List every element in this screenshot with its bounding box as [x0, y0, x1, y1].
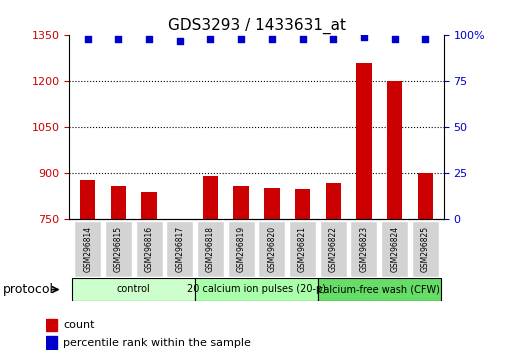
Point — [175, 38, 184, 44]
Bar — [418, 173, 433, 219]
Point — [206, 36, 214, 42]
FancyBboxPatch shape — [197, 221, 224, 277]
FancyBboxPatch shape — [135, 221, 163, 277]
FancyBboxPatch shape — [412, 221, 439, 277]
Bar — [142, 192, 157, 219]
Text: count: count — [63, 320, 95, 330]
Point — [114, 36, 123, 42]
FancyBboxPatch shape — [259, 221, 285, 277]
Text: GSM296820: GSM296820 — [267, 225, 277, 272]
Text: GSM296821: GSM296821 — [298, 226, 307, 272]
FancyBboxPatch shape — [350, 221, 378, 277]
FancyBboxPatch shape — [74, 221, 101, 277]
Text: GSM296822: GSM296822 — [329, 226, 338, 272]
FancyBboxPatch shape — [105, 221, 132, 277]
Bar — [111, 186, 126, 219]
Point — [421, 36, 429, 42]
FancyBboxPatch shape — [318, 278, 441, 301]
Bar — [233, 186, 249, 219]
Point — [145, 36, 153, 42]
Point — [237, 36, 245, 42]
Point — [390, 36, 399, 42]
Text: percentile rank within the sample: percentile rank within the sample — [63, 338, 251, 348]
Text: GSM296823: GSM296823 — [360, 225, 368, 272]
Bar — [387, 81, 402, 219]
Bar — [203, 176, 218, 219]
FancyBboxPatch shape — [166, 221, 193, 277]
Text: GSM296825: GSM296825 — [421, 225, 430, 272]
Text: control: control — [117, 284, 151, 295]
Point — [299, 36, 307, 42]
Bar — [46, 336, 57, 349]
Text: GSM296824: GSM296824 — [390, 225, 399, 272]
FancyBboxPatch shape — [381, 221, 408, 277]
Bar — [295, 189, 310, 219]
Bar — [46, 319, 57, 331]
Text: 20 calcium ion pulses (20-p): 20 calcium ion pulses (20-p) — [187, 284, 326, 295]
FancyBboxPatch shape — [228, 221, 254, 277]
Bar — [80, 179, 95, 219]
Text: GSM296815: GSM296815 — [114, 225, 123, 272]
Text: protocol: protocol — [3, 283, 53, 296]
Point — [268, 36, 276, 42]
Point — [360, 34, 368, 40]
Bar — [326, 183, 341, 219]
Text: GSM296817: GSM296817 — [175, 225, 184, 272]
Title: GDS3293 / 1433631_at: GDS3293 / 1433631_at — [168, 18, 345, 34]
Text: calcium-free wash (CFW): calcium-free wash (CFW) — [319, 284, 440, 295]
Text: GSM296819: GSM296819 — [236, 225, 246, 272]
FancyBboxPatch shape — [289, 221, 316, 277]
Text: GSM296814: GSM296814 — [83, 225, 92, 272]
Bar — [264, 188, 280, 219]
Bar — [356, 63, 371, 219]
FancyBboxPatch shape — [72, 278, 195, 301]
Text: GSM296816: GSM296816 — [145, 225, 153, 272]
Point — [84, 36, 92, 42]
Text: GSM296818: GSM296818 — [206, 226, 215, 272]
FancyBboxPatch shape — [320, 221, 347, 277]
FancyBboxPatch shape — [195, 278, 318, 301]
Point — [329, 36, 338, 42]
